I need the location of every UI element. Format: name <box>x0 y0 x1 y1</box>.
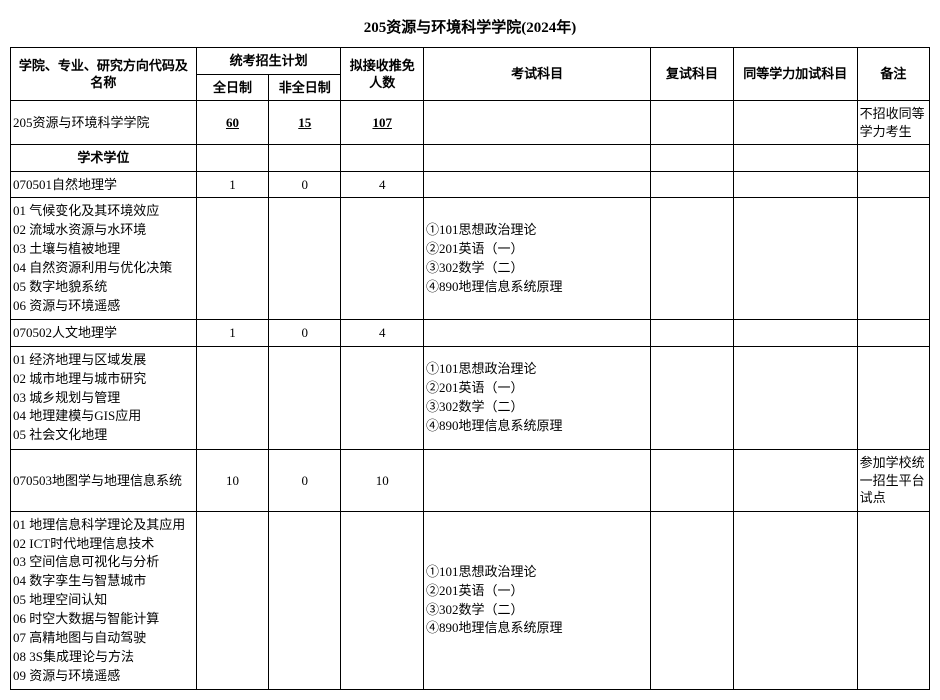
cell-070502-name: 070502人文地理学 <box>11 320 197 347</box>
cell-070501-ft: 1 <box>196 171 268 198</box>
cell-school-ft: 60 <box>196 101 268 145</box>
cell-070503-rec: 10 <box>341 450 424 512</box>
cell-070502-ft: 1 <box>196 320 268 347</box>
hdr-name: 学院、专业、研究方向代码及名称 <box>11 48 197 101</box>
hdr-plan-group: 统考招生计划 <box>196 48 341 75</box>
cell-degree-section: 学术学位 <box>11 145 197 172</box>
cell-070501-exam: ①101思想政治理论②201英语（一）③302数学（二）④890地理信息系统原理 <box>424 198 651 320</box>
cell-school-exam <box>424 101 651 145</box>
page-title: 205资源与环境科学学院(2024年) <box>10 10 930 47</box>
cell-070501-rec: 4 <box>341 171 424 198</box>
admissions-table: 学院、专业、研究方向代码及名称 统考招生计划 拟接收推免人数 考试科目 复试科目… <box>10 47 930 690</box>
row-070503-dirs: 01 地理信息科学理论及其应用02 ICT时代地理信息技术03 空间信息可视化与… <box>11 511 930 690</box>
hdr-note: 备注 <box>857 48 929 101</box>
cell-school-pt: 15 <box>269 101 341 145</box>
row-070502-dirs: 01 经济地理与区域发展02 城市地理与城市研究03 城乡规划与管理04 地理建… <box>11 346 930 449</box>
cell-070502-pt: 0 <box>269 320 341 347</box>
cell-070501-pt: 0 <box>269 171 341 198</box>
cell-070502-exam: ①101思想政治理论②201英语（一）③302数学（二）④890地理信息系统原理 <box>424 346 651 449</box>
row-070501: 070501自然地理学 1 0 4 <box>11 171 930 198</box>
cell-070502-rec: 4 <box>341 320 424 347</box>
hdr-exam: 考试科目 <box>424 48 651 101</box>
cell-school-reexam <box>651 101 734 145</box>
row-degree-section: 学术学位 <box>11 145 930 172</box>
header-row-1: 学院、专业、研究方向代码及名称 统考招生计划 拟接收推免人数 考试科目 复试科目… <box>11 48 930 75</box>
cell-070501-name: 070501自然地理学 <box>11 171 197 198</box>
hdr-equiv: 同等学力加试科目 <box>733 48 857 101</box>
cell-070501-dirs: 01 气候变化及其环境效应02 流域水资源与水环境03 土壤与植被地理04 自然… <box>11 198 197 320</box>
cell-school-note: 不招收同等学力考生 <box>857 101 929 145</box>
cell-school-equiv <box>733 101 857 145</box>
row-school: 205资源与环境科学学院 60 15 107 不招收同等学力考生 <box>11 101 930 145</box>
cell-070502-dirs: 01 经济地理与区域发展02 城市地理与城市研究03 城乡规划与管理04 地理建… <box>11 346 197 449</box>
row-070503: 070503地图学与地理信息系统 10 0 10 参加学校统一招生平台试点 <box>11 450 930 512</box>
cell-070503-exam: ①101思想政治理论②201英语（一）③302数学（二）④890地理信息系统原理 <box>424 511 651 690</box>
hdr-recommended: 拟接收推免人数 <box>341 48 424 101</box>
cell-070503-dirs: 01 地理信息科学理论及其应用02 ICT时代地理信息技术03 空间信息可视化与… <box>11 511 197 690</box>
row-070501-dirs: 01 气候变化及其环境效应02 流域水资源与水环境03 土壤与植被地理04 自然… <box>11 198 930 320</box>
cell-070503-pt: 0 <box>269 450 341 512</box>
cell-school-rec: 107 <box>341 101 424 145</box>
hdr-fulltime: 全日制 <box>196 74 268 101</box>
cell-070503-name: 070503地图学与地理信息系统 <box>11 450 197 512</box>
hdr-parttime: 非全日制 <box>269 74 341 101</box>
hdr-reexam: 复试科目 <box>651 48 734 101</box>
cell-school-name: 205资源与环境科学学院 <box>11 101 197 145</box>
row-070502: 070502人文地理学 1 0 4 <box>11 320 930 347</box>
cell-070503-note: 参加学校统一招生平台试点 <box>857 450 929 512</box>
cell-070503-ft: 10 <box>196 450 268 512</box>
